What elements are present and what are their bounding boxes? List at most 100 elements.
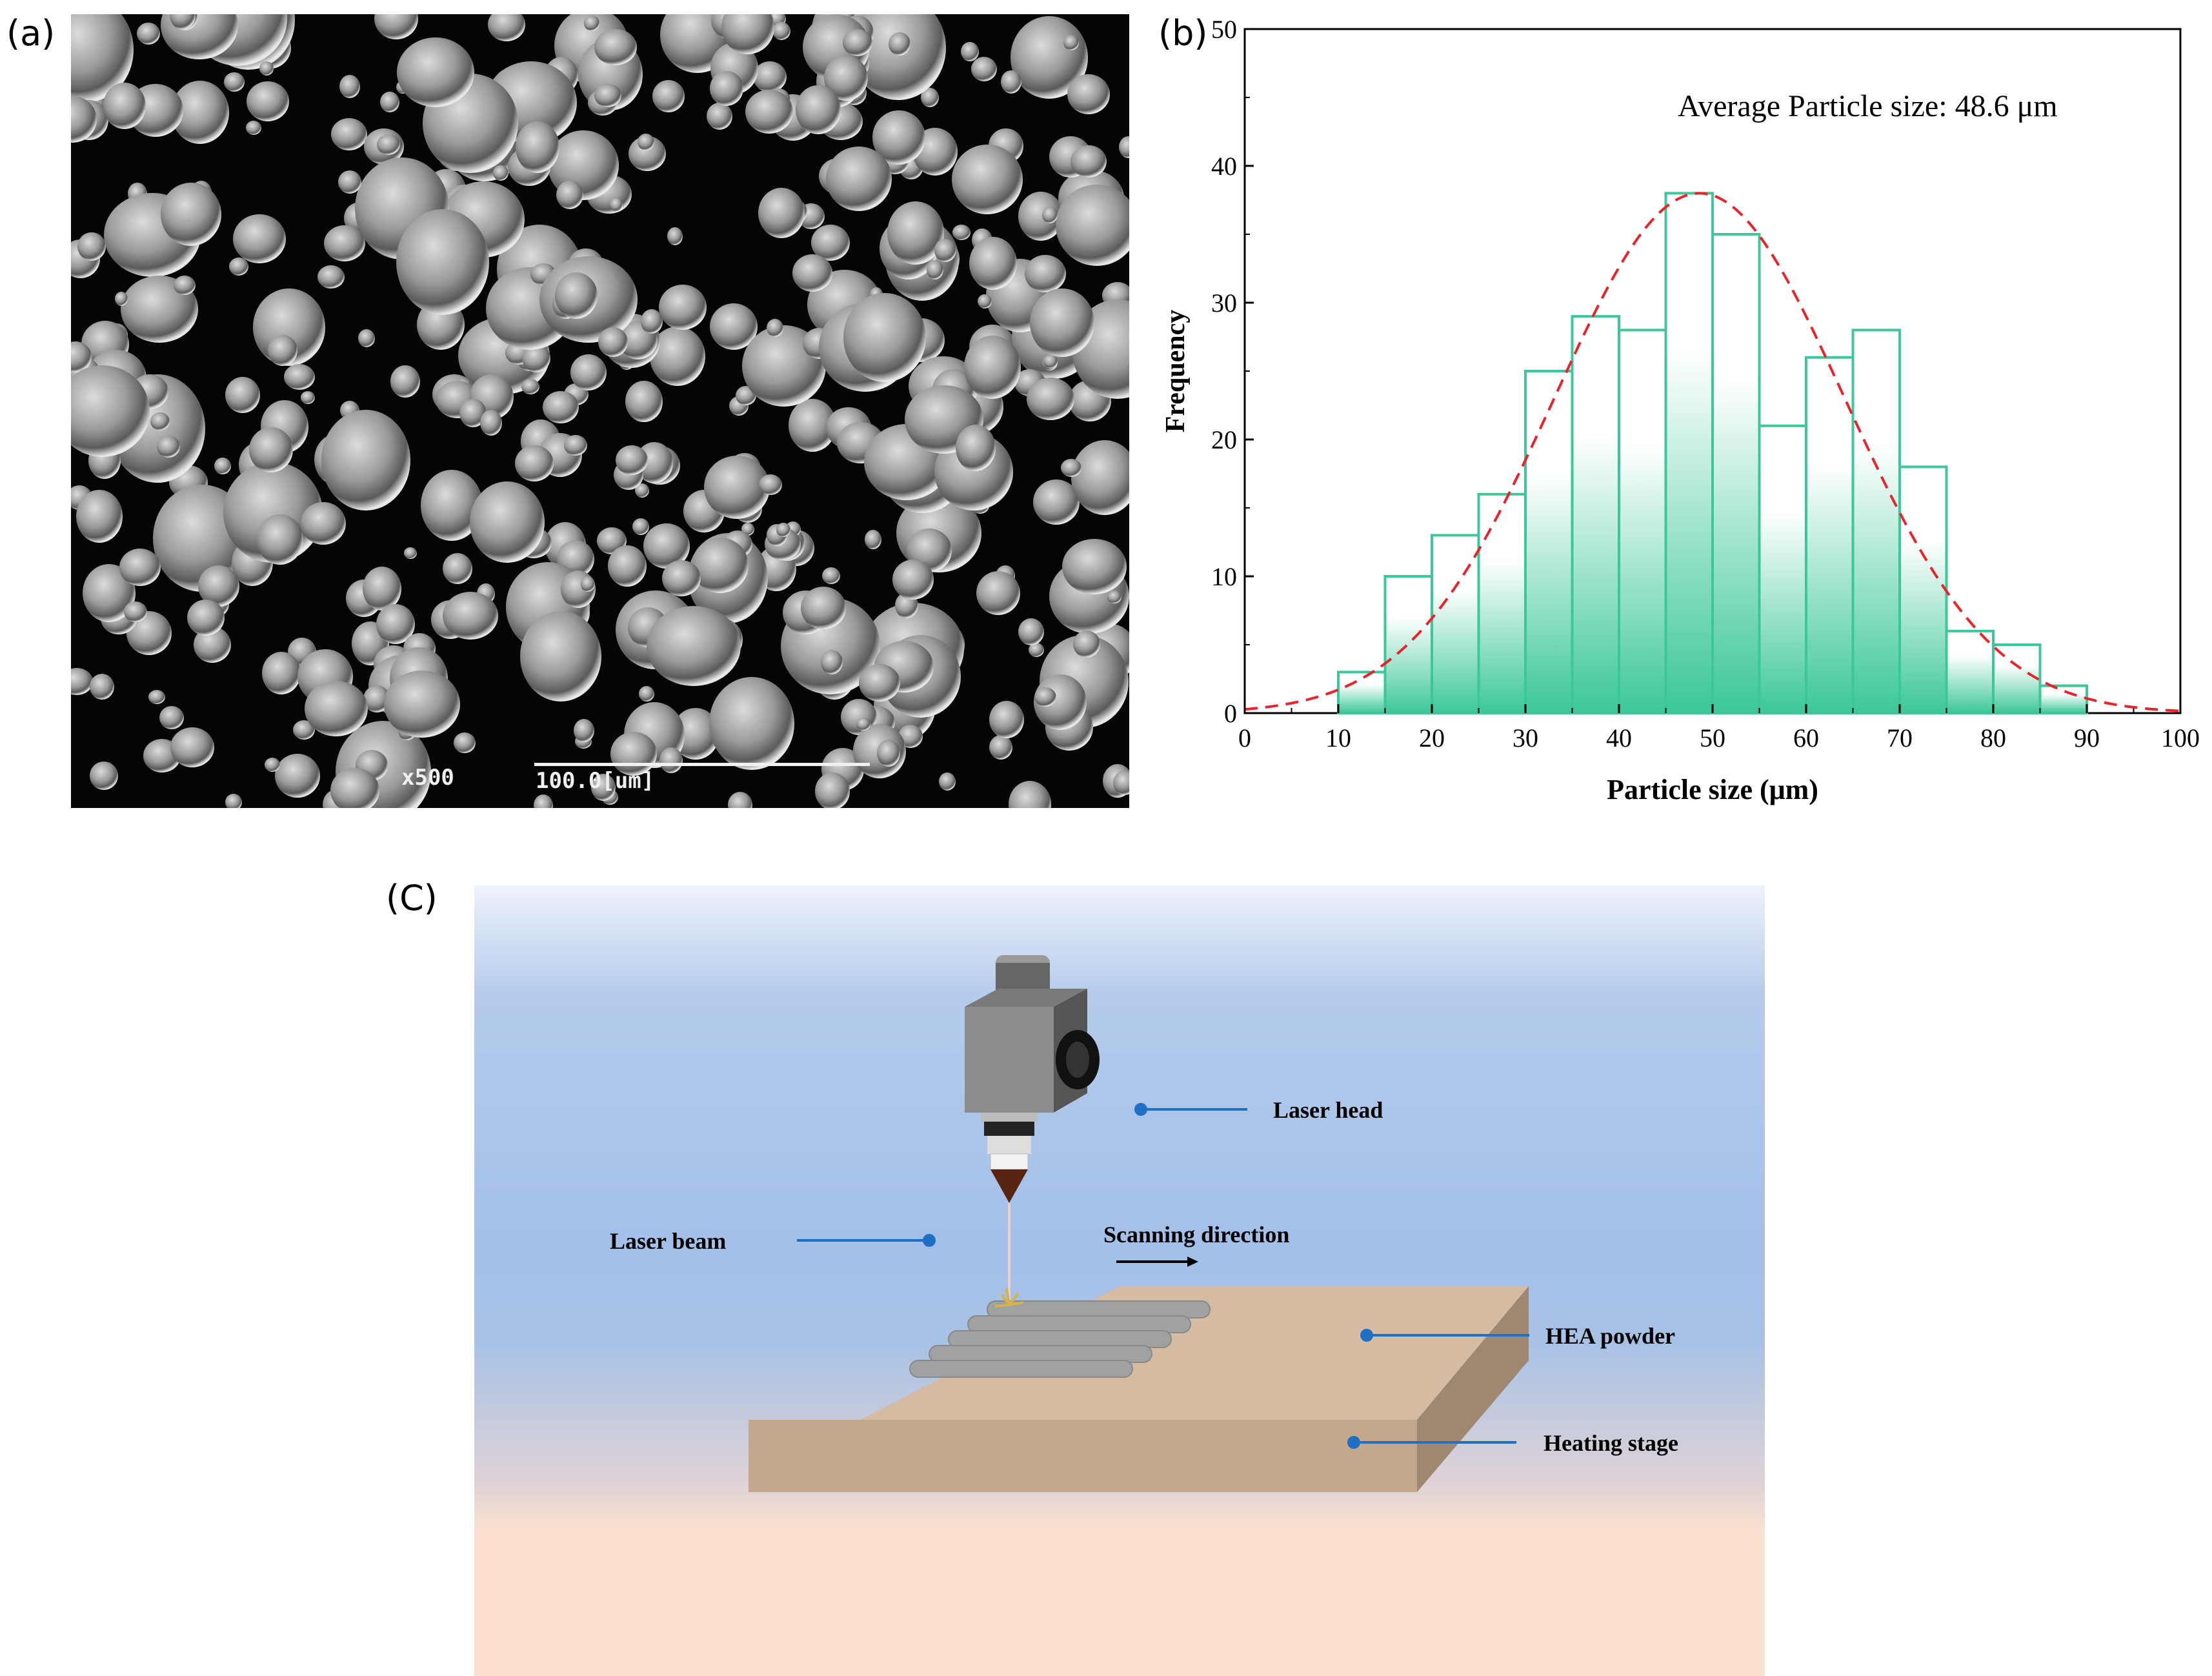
powder-particle	[317, 265, 345, 288]
powder-particle	[214, 458, 231, 474]
powder-particle	[1043, 354, 1058, 369]
x-tick-label: 30	[1513, 723, 1538, 752]
powder-particle	[969, 237, 1017, 290]
powder-particle	[1056, 185, 1129, 266]
powder-particle	[1027, 378, 1074, 420]
powder-particle	[268, 335, 297, 366]
powder-particle	[625, 381, 663, 422]
powder-particle	[397, 37, 474, 107]
panel-label-b: (b)	[1158, 13, 1208, 54]
heating-stage	[749, 1286, 1529, 1492]
sem-micrograph: x500 100.0[um]	[71, 14, 1129, 808]
powder-particle	[598, 327, 628, 357]
x-tick-label: 90	[2074, 723, 2100, 752]
powder-particle	[374, 14, 418, 39]
powder-particle	[229, 257, 248, 276]
powder-particle	[71, 365, 150, 457]
laser-head	[965, 955, 1100, 1305]
powder-particle	[859, 664, 900, 702]
powder-particle	[421, 470, 483, 541]
powder-particle	[792, 254, 832, 292]
histogram-bar	[1851, 328, 1901, 714]
powder-particle	[978, 294, 992, 308]
powder-particle	[90, 674, 114, 700]
sem-scale-bar-label: 100.0[um]	[536, 768, 655, 794]
histogram-bar	[1477, 492, 1527, 714]
powder-particle	[952, 225, 970, 240]
powder-particle	[321, 410, 410, 510]
powder-particle	[358, 329, 375, 347]
label-heating-stage: Heating stage	[1543, 1430, 1678, 1456]
histogram-bar	[1337, 671, 1387, 715]
x-tick-label: 0	[1238, 723, 1251, 752]
powder-particle	[396, 209, 489, 315]
powder-particle	[556, 181, 583, 209]
powder-particle	[376, 604, 415, 644]
powder-particle	[246, 81, 289, 121]
powder-particle	[856, 718, 870, 731]
powder-particle	[71, 668, 93, 695]
powder-particle	[1001, 70, 1021, 94]
powder-particle	[939, 772, 956, 791]
powder-particle	[989, 735, 1012, 760]
powder-particle	[1029, 643, 1044, 657]
powder-particle	[1119, 136, 1129, 158]
leader-dots	[923, 1103, 1373, 1449]
powder-particle	[709, 677, 794, 770]
sem-scale-bar	[534, 763, 870, 766]
histogram-bars	[1337, 192, 2088, 715]
powder-particle	[877, 740, 900, 767]
powder-particle	[961, 42, 979, 61]
powder-particle	[1071, 145, 1107, 177]
powder-particle	[363, 567, 401, 611]
powder-particle	[892, 560, 934, 600]
powder-particle	[1042, 207, 1058, 223]
histogram-bar	[1524, 370, 1574, 714]
powder-particle	[976, 571, 1020, 615]
powder-particle	[521, 379, 539, 394]
powder-particle	[194, 627, 231, 663]
powder-particle	[71, 96, 97, 143]
powder-particle	[843, 293, 926, 382]
powder-particle	[652, 80, 685, 112]
label-laser-beam: Laser beam	[610, 1228, 727, 1254]
powder-particle	[650, 327, 705, 386]
powder-particle	[1061, 459, 1081, 477]
melt-pool	[994, 1287, 1024, 1307]
powder-particle	[257, 514, 303, 565]
powder-particle	[71, 14, 134, 102]
powder-particle	[971, 57, 997, 81]
powder-particle	[225, 794, 242, 808]
powder-particle	[522, 344, 550, 372]
y-tick-label: 30	[1211, 288, 1237, 318]
powder-particle	[594, 84, 621, 107]
powder-particle	[616, 445, 648, 475]
powder-particle	[721, 14, 774, 54]
powder-particle	[635, 483, 649, 498]
powder-particle	[324, 225, 365, 261]
powder-particle	[159, 706, 184, 729]
powder-particle	[594, 29, 637, 65]
powder-particle	[124, 601, 147, 622]
powder-particle	[390, 365, 420, 398]
schematic-drawing	[749, 955, 1529, 1492]
powder-particle	[377, 134, 400, 155]
y-tick-label: 50	[1211, 15, 1237, 44]
x-tick-label: 20	[1419, 723, 1445, 752]
powder-particle	[801, 587, 846, 629]
powder-particle	[728, 792, 752, 808]
scan-tracks	[909, 1300, 1211, 1378]
x-tick-label: 10	[1325, 723, 1351, 752]
histogram-bar	[1571, 315, 1620, 714]
normal-fit-curve	[1244, 192, 2181, 712]
powder-particle	[1009, 781, 1051, 808]
x-tick-label: 70	[1887, 723, 1913, 752]
powder-particle	[126, 611, 172, 655]
powder-particle	[628, 136, 666, 171]
powder-particle	[470, 481, 545, 563]
powder-particle	[570, 354, 607, 390]
powder-particle	[767, 319, 783, 337]
powder-particle	[115, 292, 128, 306]
powder-particle	[515, 445, 554, 481]
sem-magnification: x500	[401, 765, 454, 791]
